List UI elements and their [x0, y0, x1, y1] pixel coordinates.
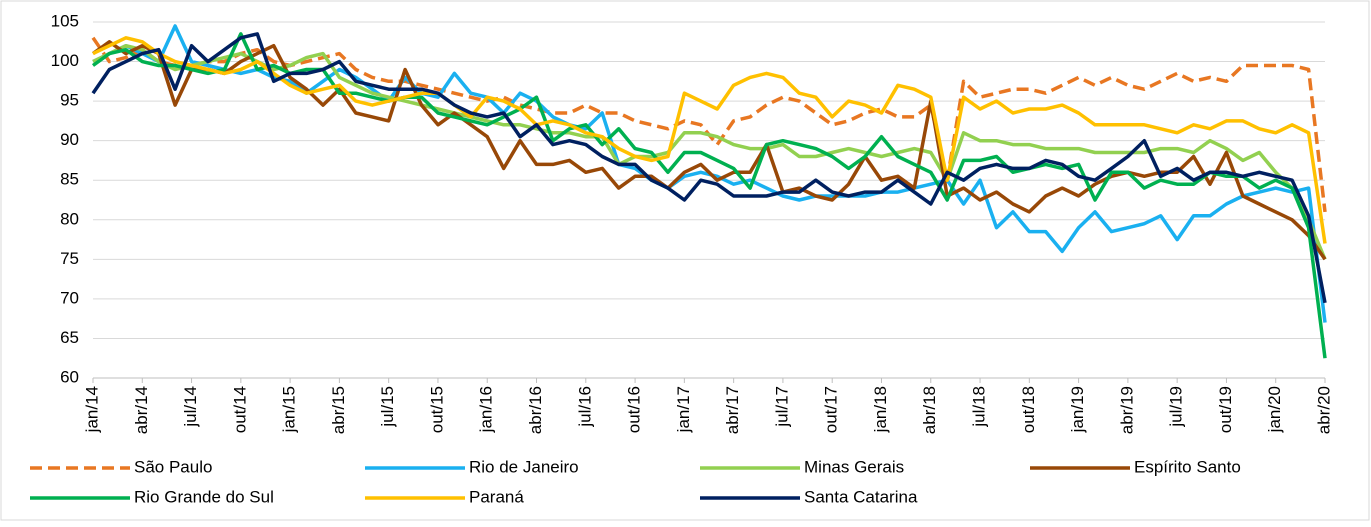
x-tick-label: out/14	[230, 386, 249, 433]
x-tick-label: abr/14	[132, 386, 151, 434]
x-tick-label: abr/16	[526, 386, 545, 434]
legend-label: Espírito Santo	[1134, 457, 1241, 476]
y-tick-label: 70	[60, 288, 79, 307]
y-tick-label: 85	[60, 170, 79, 189]
y-tick-label: 90	[60, 130, 79, 149]
y-tick-label: 100	[51, 51, 79, 70]
x-tick-label: jan/19	[1068, 386, 1087, 433]
x-tick-label: abr/17	[723, 386, 742, 434]
y-tick-label: 80	[60, 209, 79, 228]
x-tick-label: abr/20	[1314, 386, 1333, 434]
x-tick-label: out/15	[427, 386, 446, 433]
legend-label: Rio Grande do Sul	[134, 487, 274, 506]
x-tick-label: jul/16	[575, 386, 594, 428]
x-tick-label: jan/14	[82, 386, 101, 433]
y-tick-label: 75	[60, 249, 79, 268]
x-tick-label: jan/20	[1265, 386, 1284, 433]
x-tick-label: abr/15	[329, 386, 348, 434]
x-tick-label: jul/14	[181, 386, 200, 428]
x-tick-label: out/17	[822, 386, 841, 433]
series-line	[91, 32, 1327, 304]
legend-label: Paraná	[469, 487, 524, 506]
legend-label: São Paulo	[134, 457, 212, 476]
x-tick-label: out/19	[1216, 386, 1235, 433]
legend-label: Santa Catarina	[804, 487, 918, 506]
x-tick-label: jul/15	[378, 386, 397, 428]
x-tick-label: abr/18	[920, 386, 939, 434]
y-tick-label: 60	[60, 367, 79, 386]
x-tick-label: jan/16	[477, 386, 496, 433]
x-tick-label: out/16	[625, 386, 644, 433]
series-line	[92, 43, 1327, 260]
series-line	[91, 40, 1327, 261]
y-tick-label: 65	[60, 328, 79, 347]
y-tick-label: 105	[51, 11, 79, 30]
series-line	[91, 32, 1327, 359]
x-tick-label: jul/17	[772, 386, 791, 428]
legend-label: Rio de Janeiro	[469, 457, 579, 476]
x-tick-label: jan/15	[280, 386, 299, 433]
y-tick-label: 95	[60, 91, 79, 110]
x-tick-label: out/18	[1019, 386, 1038, 433]
x-tick-label: jul/18	[970, 386, 989, 428]
x-tick-label: abr/19	[1117, 386, 1136, 434]
series-line	[92, 36, 1327, 244]
x-tick-label: jan/18	[871, 386, 890, 433]
legend-label: Minas Gerais	[804, 457, 904, 476]
x-tick-label: jul/19	[1167, 386, 1186, 428]
x-tick-label: jan/17	[674, 386, 693, 433]
